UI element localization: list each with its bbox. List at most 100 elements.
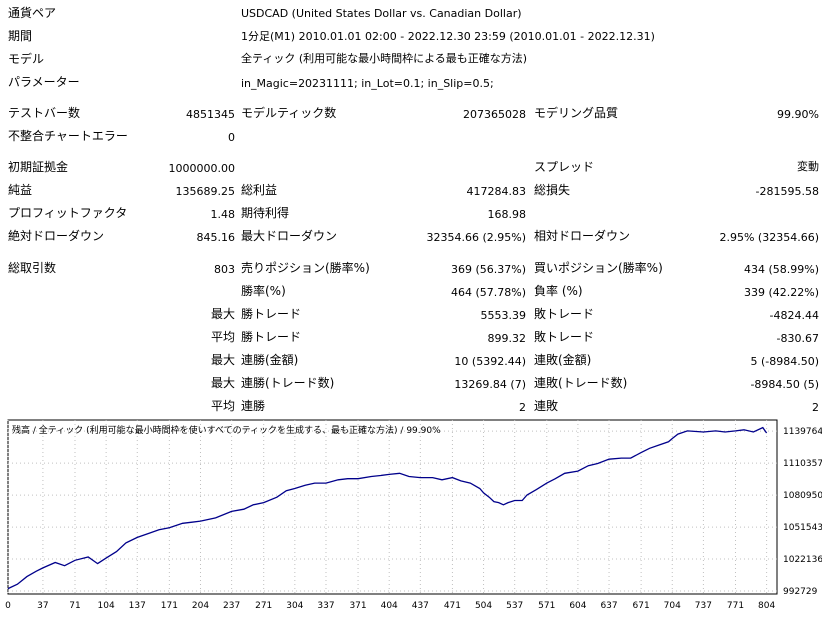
- total-trades-value: 803: [214, 263, 235, 276]
- avg-prefix-2: 平均: [210, 399, 235, 413]
- max-prefix-2: 最大: [210, 353, 235, 367]
- max-consec-profit-value: 13269.84 (7): [454, 378, 526, 391]
- win-rate-value: 464 (57.78%): [450, 286, 526, 299]
- x-tick-label: 37: [37, 601, 48, 611]
- avg-consec-losses-value: 2: [812, 401, 819, 414]
- max-consec-loss-label: 連敗(トレード数): [534, 376, 628, 390]
- initial-deposit-label: 初期証拠金: [8, 160, 69, 174]
- avg-prefix-1: 平均: [210, 330, 235, 344]
- model-ticks-label: モデルティック数: [241, 106, 337, 120]
- spread-label: スプレッド: [534, 160, 595, 174]
- avg-consec-wins-label: 連勝: [241, 399, 266, 413]
- max-dd-label: 最大ドローダウン: [241, 229, 338, 243]
- mismatch-value: 0: [228, 131, 235, 144]
- net-profit-label: 純益: [8, 183, 33, 197]
- gross-profit-label: 総利益: [241, 183, 278, 197]
- largest-win-value: 5553.39: [480, 309, 527, 322]
- period-value: 1分足(M1) 2010.01.01 02:00 - 2022.12.30 23…: [241, 30, 655, 43]
- net-profit-value: 135689.25: [175, 185, 236, 198]
- model-quality-label: モデリング品質: [534, 106, 619, 120]
- y-axis-ticks: 992729 1022136 1051543 1080950 1110357 113976…: [783, 427, 822, 597]
- params-label: パラメーター: [8, 75, 80, 89]
- x-tick-label: 204: [192, 601, 209, 611]
- currency-pair-label: 通貨ペア: [8, 6, 57, 20]
- avg-loss-label: 敗トレード: [534, 330, 595, 344]
- avg-loss-value: -830.67: [776, 332, 819, 345]
- model-quality-value: 99.90%: [777, 108, 819, 121]
- x-axis-ticks: 0 37 71 104 137 171 204 237 271 304 337 371 404 437 47…: [5, 601, 775, 611]
- long-pos-value: 434 (58.99%): [743, 263, 819, 276]
- chart-caption: 残高 / 全ティック (利用可能な最小時間枠を使いすべてのティックを生成する、最…: [12, 424, 441, 436]
- currency-pair-value: USDCAD (United States Dollar vs. Canadia…: [241, 7, 522, 20]
- gross-loss-label: 総損失: [534, 183, 571, 197]
- win-rate-label: 勝率(%): [241, 284, 286, 298]
- total-trades-label: 総取引数: [8, 261, 57, 275]
- balance-line: [7, 426, 768, 590]
- test-bars-value: 4851345: [186, 108, 235, 121]
- balance-chart: 残高 / 全ティック (利用可能な最小時間枠を使いすべてのティックを生成する、最…: [0, 418, 822, 618]
- plot-frame: [7, 419, 778, 595]
- y-tick-label: 992729: [783, 587, 818, 597]
- abs-dd-label: 絶対ドローダウン: [8, 229, 105, 243]
- max-consec-loss-value: -8984.50 (5): [750, 378, 819, 391]
- x-tick-label: 171: [161, 601, 178, 611]
- x-tick-label: 371: [349, 601, 366, 611]
- loss-rate-label: 負率 (%): [534, 284, 583, 298]
- x-tick-label: 71: [69, 601, 80, 611]
- loss-rate-value: 339 (42.22%): [743, 286, 819, 299]
- model-value: 全ティック (利用可能な最小時間枠による最も正確な方法): [241, 52, 528, 65]
- test-bars-label: テストバー数: [8, 106, 81, 120]
- max-consec-losses-value: 5 (-8984.50): [750, 355, 819, 368]
- x-tick-label: 271: [255, 601, 272, 611]
- x-tick-label: 104: [98, 601, 115, 611]
- period-label: 期間: [8, 29, 33, 43]
- x-tick-label: 604: [569, 601, 586, 611]
- gross-profit-value: 417284.83: [466, 185, 527, 198]
- x-tick-label: 337: [317, 601, 334, 611]
- x-tick-label: 704: [664, 601, 681, 611]
- abs-dd-value: 845.16: [196, 231, 236, 244]
- max-prefix-3: 最大: [210, 376, 235, 390]
- short-pos-value: 369 (56.37%): [450, 263, 526, 276]
- max-dd-value: 32354.66 (2.95%): [426, 231, 526, 244]
- avg-consec-wins-value: 2: [519, 401, 526, 414]
- x-tick-label: 471: [444, 601, 461, 611]
- short-pos-label: 売りポジション(勝率%): [241, 261, 370, 275]
- max-consec-wins-label: 連勝(金額): [241, 353, 299, 367]
- max-consec-profit-label: 連勝(トレード数): [241, 376, 335, 390]
- max-consec-wins-value: 10 (5392.44): [454, 355, 526, 368]
- params-value: in_Magic=20231111; in_Lot=0.1; in_Slip=0…: [241, 77, 494, 90]
- y-tick-label: 1051543: [783, 523, 822, 533]
- x-tick-label: 804: [758, 601, 775, 611]
- x-tick-label: 671: [633, 601, 650, 611]
- model-ticks-value: 207365028: [463, 108, 526, 121]
- rel-dd-value: 2.95% (32354.66): [719, 231, 819, 244]
- avg-win-label: 勝トレード: [241, 330, 302, 344]
- x-tick-label: 737: [695, 601, 712, 611]
- initial-deposit-value: 1000000.00: [168, 162, 235, 175]
- balance-chart-svg: 残高 / 全ティック (利用可能な最小時間枠を使いすべてのティックを生成する、最…: [5, 419, 822, 611]
- chart-grid: [7, 420, 777, 594]
- x-tick-label: 304: [286, 601, 303, 611]
- largest-win-label: 勝トレード: [241, 307, 302, 321]
- x-tick-label: 404: [381, 601, 398, 611]
- rel-dd-label: 相対ドローダウン: [534, 229, 631, 243]
- largest-loss-label: 敗トレード: [534, 307, 595, 321]
- avg-win-value: 899.32: [487, 332, 527, 345]
- expected-payoff-label: 期待利得: [241, 206, 290, 220]
- y-tick-label: 1080950: [783, 491, 822, 501]
- long-pos-label: 買いポジション(勝率%): [534, 261, 663, 275]
- avg-consec-losses-label: 連敗: [534, 399, 559, 413]
- y-tick-label: 1022136: [783, 555, 822, 565]
- x-tick-label: 637: [600, 601, 617, 611]
- max-consec-losses-label: 連敗(金額): [534, 353, 592, 367]
- x-tick-label: 771: [727, 601, 744, 611]
- max-prefix-1: 最大: [210, 307, 235, 321]
- x-tick-label: 504: [475, 601, 492, 611]
- largest-loss-value: -4824.44: [769, 309, 819, 322]
- x-tick-label: 0: [5, 601, 11, 611]
- mismatch-label: 不整合チャートエラー: [8, 129, 128, 143]
- y-tick-label: 1139764: [783, 427, 822, 437]
- x-tick-label: 437: [412, 601, 429, 611]
- expected-payoff-value: 168.98: [487, 208, 527, 221]
